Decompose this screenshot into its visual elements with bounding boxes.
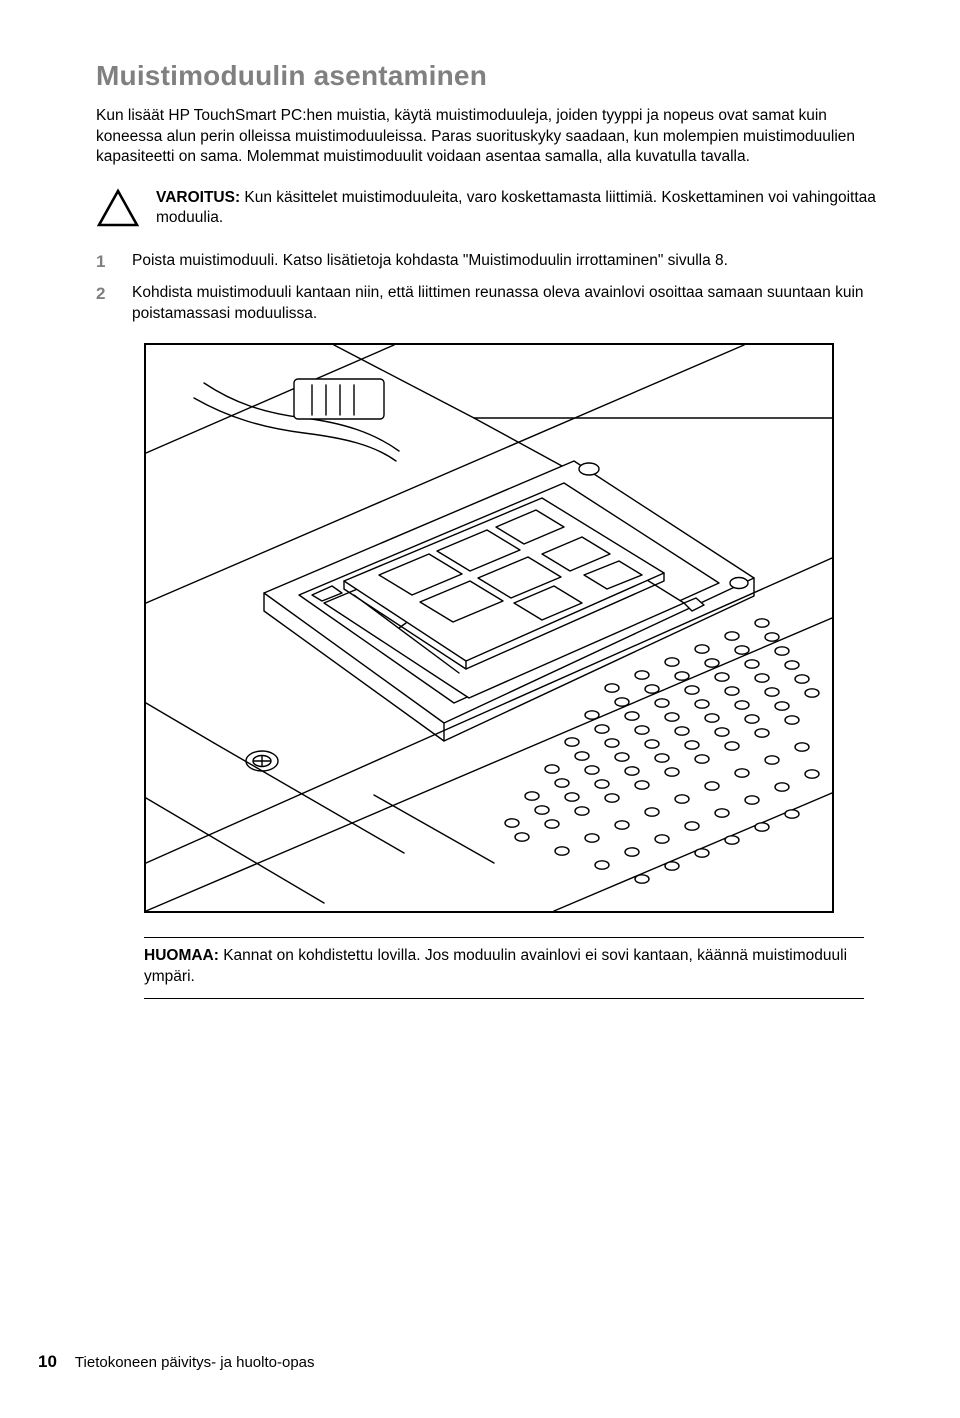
note-body: Kannat on kohdistettu lovilla. Jos moduu… — [144, 947, 847, 985]
warning-body: Kun käsittelet muistimoduuleita, varo ko… — [156, 189, 876, 227]
page-footer: 10 Tietokoneen päivitys- ja huolto-opas — [38, 1352, 315, 1372]
warning-triangle-icon — [96, 188, 140, 228]
step-number: 2 — [96, 283, 118, 325]
step-text: Kohdista muistimoduuli kantaan niin, ett… — [132, 283, 878, 325]
step-item: 2 Kohdista muistimoduuli kantaan niin, e… — [96, 283, 878, 325]
memory-module-illustration-icon — [144, 343, 834, 913]
steps-list: 1 Poista muistimoduuli. Katso lisätietoj… — [96, 251, 878, 325]
step-text: Poista muistimoduuli. Katso lisätietoja … — [132, 251, 728, 273]
page-root: Muistimoduulin asentaminen Kun lisäät HP… — [0, 0, 960, 1418]
warning-text: VAROITUS: Kun käsittelet muistimoduuleit… — [156, 188, 878, 229]
footer-page-number: 10 — [38, 1352, 57, 1372]
footer-doc-title: Tietokoneen päivitys- ja huolto-opas — [75, 1354, 315, 1371]
warning-label: VAROITUS: — [156, 189, 240, 206]
warning-block: VAROITUS: Kun käsittelet muistimoduuleit… — [96, 188, 878, 229]
intro-paragraph: Kun lisäät HP TouchSmart PC:hen muistia,… — [96, 106, 878, 168]
note-block: HUOMAA: Kannat on kohdistettu lovilla. J… — [144, 937, 864, 999]
page-heading: Muistimoduulin asentaminen — [96, 60, 878, 92]
note-label: HUOMAA: — [144, 947, 219, 964]
step-item: 1 Poista muistimoduuli. Katso lisätietoj… — [96, 251, 878, 273]
note-text: HUOMAA: Kannat on kohdistettu lovilla. J… — [144, 946, 864, 988]
figure-memory-module — [144, 343, 834, 913]
step-number: 1 — [96, 251, 118, 273]
